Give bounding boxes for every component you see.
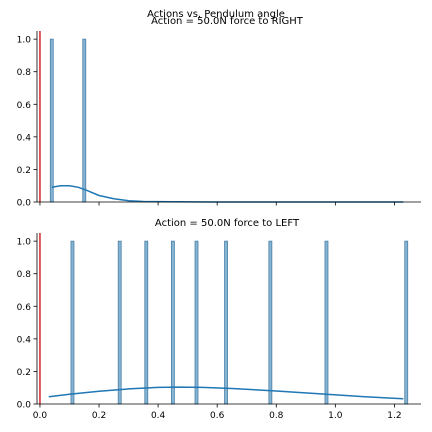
top-histogram-bar (49, 38, 54, 203)
bottom-histogram-bar (404, 240, 409, 405)
bottom-y-tick-label: 0.2 (17, 368, 31, 378)
bottom-histogram-bar (224, 240, 228, 405)
bottom-x-tick-label: 0.8 (269, 411, 284, 421)
top-y-tick-label: 1.0 (17, 36, 32, 46)
bottom-histogram-bar (117, 240, 122, 405)
top-y-tick-label: 0.0 (17, 199, 32, 209)
bottom-histogram-bar (70, 240, 75, 405)
bottom-y-tick-label: 1.0 (17, 238, 32, 248)
bottom-x-tick-label: 0.2 (92, 411, 106, 421)
top-panel: Action = 50.0N force to RIGHT 0.0 0.2 0.4 0… (17, 16, 421, 209)
bottom-x-tick-label: 1.2 (387, 411, 401, 421)
bottom-histogram-bar (170, 240, 175, 405)
top-panel-title: Action = 50.0N force to RIGHT (151, 16, 304, 27)
top-kde-line (51, 184, 404, 203)
top-y-tick-label: 0.6 (17, 101, 32, 111)
bottom-y-tick-label: 0.0 (17, 401, 32, 411)
top-y-tick-label: 0.4 (17, 133, 32, 143)
bottom-y-tick-label: 0.8 (17, 270, 32, 280)
bottom-histogram-bar (194, 240, 199, 405)
top-y-tick-label: 0.8 (17, 68, 32, 78)
figure-suptitle: Actions vs. Pendulum angle (147, 9, 285, 20)
bottom-panel-title: Action = 50.0N force to LEFT (155, 218, 300, 229)
bottom-x-tick-label: 0.0 (33, 411, 48, 421)
bottom-histogram-bar (324, 240, 329, 405)
top-y-tick-label: 0.2 (17, 166, 31, 176)
bottom-histogram-bar (144, 240, 149, 405)
bottom-histogram-bar (268, 240, 273, 405)
bottom-kde-line (48, 386, 404, 400)
top-histogram-bar (82, 38, 87, 203)
bottom-x-tick-label: 0.6 (210, 411, 225, 421)
bottom-x-tick-label: 1.0 (328, 411, 343, 421)
bottom-y-tick-label: 0.4 (17, 335, 32, 345)
bottom-y-tick-label: 0.6 (17, 303, 32, 313)
bottom-panel: Action = 50.0N force to LEFT 0.0 0.2 0.4 0.… (17, 218, 421, 421)
bottom-x-tick-label: 0.4 (151, 411, 166, 421)
